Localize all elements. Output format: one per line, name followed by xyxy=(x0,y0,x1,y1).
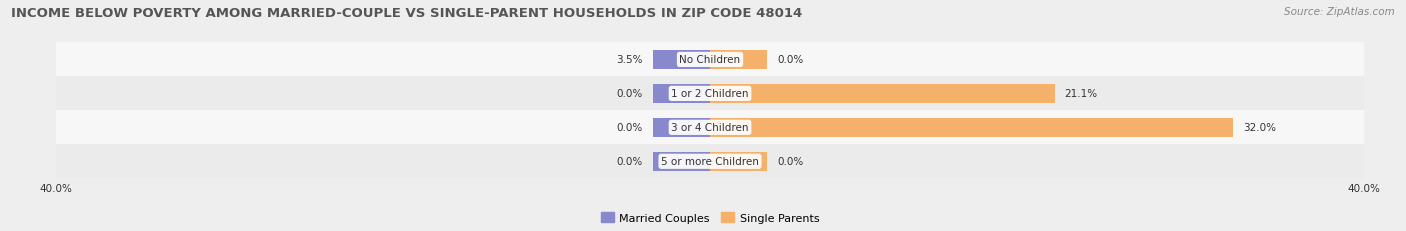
Text: 3 or 4 Children: 3 or 4 Children xyxy=(671,123,749,133)
Bar xyxy=(652,152,710,171)
Text: 3.5%: 3.5% xyxy=(616,55,643,65)
Text: INCOME BELOW POVERTY AMONG MARRIED-COUPLE VS SINGLE-PARENT HOUSEHOLDS IN ZIP COD: INCOME BELOW POVERTY AMONG MARRIED-COUPL… xyxy=(11,7,803,20)
Text: 0.0%: 0.0% xyxy=(778,55,803,65)
Legend: Married Couples, Single Parents: Married Couples, Single Parents xyxy=(596,208,824,227)
Bar xyxy=(710,85,1054,103)
Text: 1 or 2 Children: 1 or 2 Children xyxy=(671,89,749,99)
Bar xyxy=(56,77,1364,111)
Text: 0.0%: 0.0% xyxy=(617,89,643,99)
Text: 0.0%: 0.0% xyxy=(617,123,643,133)
Text: No Children: No Children xyxy=(679,55,741,65)
Bar xyxy=(652,51,710,70)
Text: 0.0%: 0.0% xyxy=(617,157,643,167)
Text: 32.0%: 32.0% xyxy=(1243,123,1275,133)
Bar xyxy=(710,119,1233,137)
Text: 21.1%: 21.1% xyxy=(1064,89,1098,99)
Bar xyxy=(710,152,768,171)
Bar xyxy=(56,145,1364,179)
Bar xyxy=(56,43,1364,77)
Bar xyxy=(652,119,710,137)
Bar xyxy=(56,111,1364,145)
Text: 5 or more Children: 5 or more Children xyxy=(661,157,759,167)
Bar xyxy=(710,51,768,70)
Bar xyxy=(652,85,710,103)
Text: 0.0%: 0.0% xyxy=(778,157,803,167)
Text: Source: ZipAtlas.com: Source: ZipAtlas.com xyxy=(1284,7,1395,17)
